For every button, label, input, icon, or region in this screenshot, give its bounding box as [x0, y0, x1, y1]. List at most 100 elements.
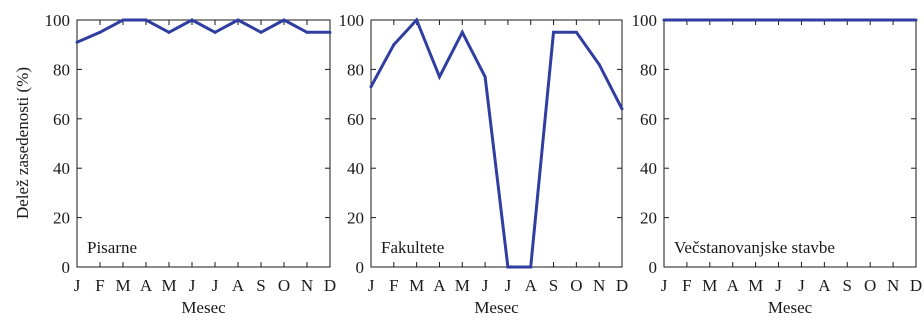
- data-point: [552, 30, 556, 34]
- data-point: [529, 265, 533, 269]
- data-point: [708, 18, 712, 22]
- x-tick-label: A: [433, 276, 446, 295]
- data-point: [98, 30, 102, 34]
- x-tick-label: O: [570, 276, 582, 295]
- x-tick-label: D: [324, 276, 336, 295]
- data-point: [75, 40, 79, 44]
- x-tick-label: J: [775, 276, 782, 295]
- y-tick-label: 40: [640, 159, 657, 178]
- data-point: [460, 30, 464, 34]
- data-point: [845, 18, 849, 22]
- data-point: [506, 265, 510, 269]
- plot-frame: [663, 19, 917, 268]
- x-tick-label: M: [455, 276, 470, 295]
- x-tick-label: F: [95, 276, 104, 295]
- data-point: [213, 30, 217, 34]
- y-tick-label: 40: [53, 159, 70, 178]
- x-tick-label: F: [682, 276, 691, 295]
- x-tick-label: J: [189, 276, 196, 295]
- data-point: [777, 18, 781, 22]
- x-tick-label: S: [256, 276, 265, 295]
- panel-title: Pisarne: [87, 238, 137, 257]
- data-point: [144, 18, 148, 22]
- y-tick-label: 60: [53, 110, 70, 129]
- x-tick-label: J: [74, 276, 81, 295]
- plot-frame: [76, 19, 331, 268]
- x-axis-label: Mesec: [474, 298, 519, 317]
- x-tick-label: D: [616, 276, 628, 295]
- y-tick-label: 40: [347, 159, 364, 178]
- x-tick-label: N: [301, 276, 313, 295]
- x-tick-label: M: [748, 276, 763, 295]
- y-tick-label: 60: [640, 110, 657, 129]
- data-point: [236, 18, 240, 22]
- data-point: [328, 30, 332, 34]
- x-tick-label: D: [910, 276, 922, 295]
- data-point: [437, 75, 441, 79]
- data-point: [914, 18, 918, 22]
- plot-frame: [370, 19, 623, 268]
- x-tick-label: S: [549, 276, 558, 295]
- data-point: [574, 30, 578, 34]
- data-point: [799, 18, 803, 22]
- x-tick-label: A: [818, 276, 831, 295]
- x-tick-label: J: [661, 276, 668, 295]
- panel-title: Fakultete: [381, 238, 444, 257]
- data-point: [597, 62, 601, 66]
- x-tick-label: M: [161, 276, 176, 295]
- x-tick-label: M: [115, 276, 130, 295]
- x-tick-label: J: [212, 276, 219, 295]
- x-tick-label: A: [727, 276, 740, 295]
- data-point: [620, 107, 624, 111]
- x-tick-label: O: [278, 276, 290, 295]
- x-tick-label: J: [368, 276, 375, 295]
- data-point: [483, 75, 487, 79]
- data-point: [731, 18, 735, 22]
- panel-title: Večstanovanjske stavbe: [674, 238, 835, 257]
- x-tick-label: A: [525, 276, 538, 295]
- x-tick-label: A: [140, 276, 153, 295]
- data-point: [392, 43, 396, 47]
- data-point: [369, 85, 373, 89]
- data-point: [121, 18, 125, 22]
- x-tick-label: M: [702, 276, 717, 295]
- y-tick-label: 100: [632, 11, 658, 30]
- y-tick-label: 20: [53, 209, 70, 228]
- x-tick-label: A: [232, 276, 245, 295]
- x-tick-label: M: [409, 276, 424, 295]
- x-tick-label: S: [843, 276, 852, 295]
- y-tick-label: 0: [649, 258, 658, 277]
- series-line: [76, 18, 330, 44]
- data-point: [662, 18, 666, 22]
- y-tick-label: 100: [339, 11, 365, 30]
- data-point: [282, 18, 286, 22]
- x-tick-label: N: [887, 276, 899, 295]
- x-tick-label: J: [505, 276, 512, 295]
- data-point: [685, 18, 689, 22]
- x-tick-label: F: [389, 276, 398, 295]
- data-point: [868, 18, 872, 22]
- x-tick-label: J: [482, 276, 489, 295]
- data-point: [822, 18, 826, 22]
- y-tick-label: 20: [640, 209, 657, 228]
- data-point: [415, 18, 419, 22]
- y-axis-label: Delež zasedenosti (%): [13, 67, 32, 219]
- y-tick-label: 0: [356, 258, 365, 277]
- x-tick-label: N: [593, 276, 605, 295]
- x-tick-label: O: [864, 276, 876, 295]
- x-axis-label: Mesec: [181, 298, 226, 317]
- x-tick-label: J: [798, 276, 805, 295]
- y-tick-label: 80: [53, 60, 70, 79]
- y-tick-label: 80: [347, 60, 364, 79]
- data-point: [190, 18, 194, 22]
- data-point: [891, 18, 895, 22]
- series-line: [369, 17, 624, 269]
- y-tick-label: 80: [640, 60, 657, 79]
- data-point: [259, 30, 263, 34]
- data-point: [305, 30, 309, 34]
